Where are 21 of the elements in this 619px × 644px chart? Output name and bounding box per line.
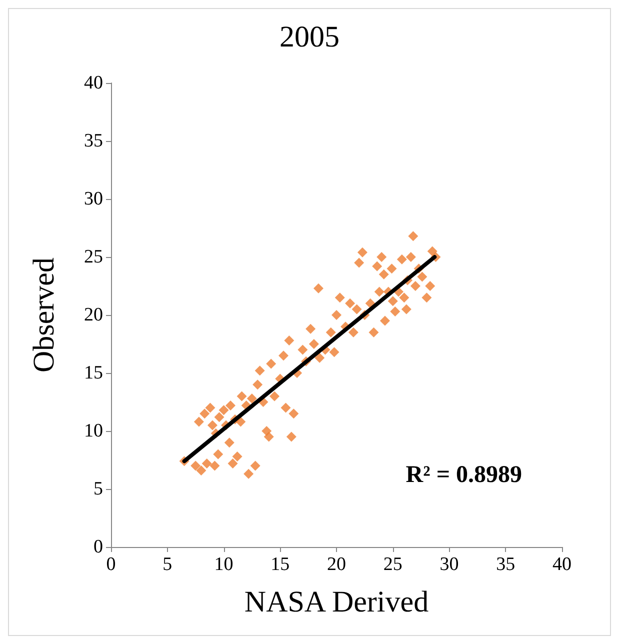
y-tick-label: 15 — [84, 362, 103, 384]
x-tick-label: 25 — [383, 554, 402, 575]
x-tick-label: 15 — [270, 554, 290, 575]
chart-title: 2005 — [280, 20, 340, 54]
y-tick-label: 25 — [84, 246, 103, 268]
y-tick-label: 30 — [84, 188, 103, 210]
y-tick-label: 40 — [84, 72, 103, 94]
x-tick-label: 5 — [162, 554, 172, 575]
x-axis-title: NASA Derived — [244, 586, 429, 618]
y-tick-label: 10 — [84, 420, 103, 442]
x-tick-label: 35 — [496, 554, 516, 575]
y-tick-label: 35 — [84, 130, 103, 152]
annotation: R² = 0.8989 — [406, 462, 522, 488]
x-tick-label: 40 — [552, 554, 572, 575]
x-tick-label: 20 — [327, 554, 346, 575]
x-tick-label: 10 — [214, 554, 234, 575]
y-tick-label: 5 — [94, 478, 103, 500]
x-tick-label: 30 — [440, 554, 459, 575]
y-tick-label: 20 — [84, 304, 103, 326]
y-axis-title: Observed — [28, 258, 60, 372]
y-tick-label: 0 — [94, 536, 103, 558]
